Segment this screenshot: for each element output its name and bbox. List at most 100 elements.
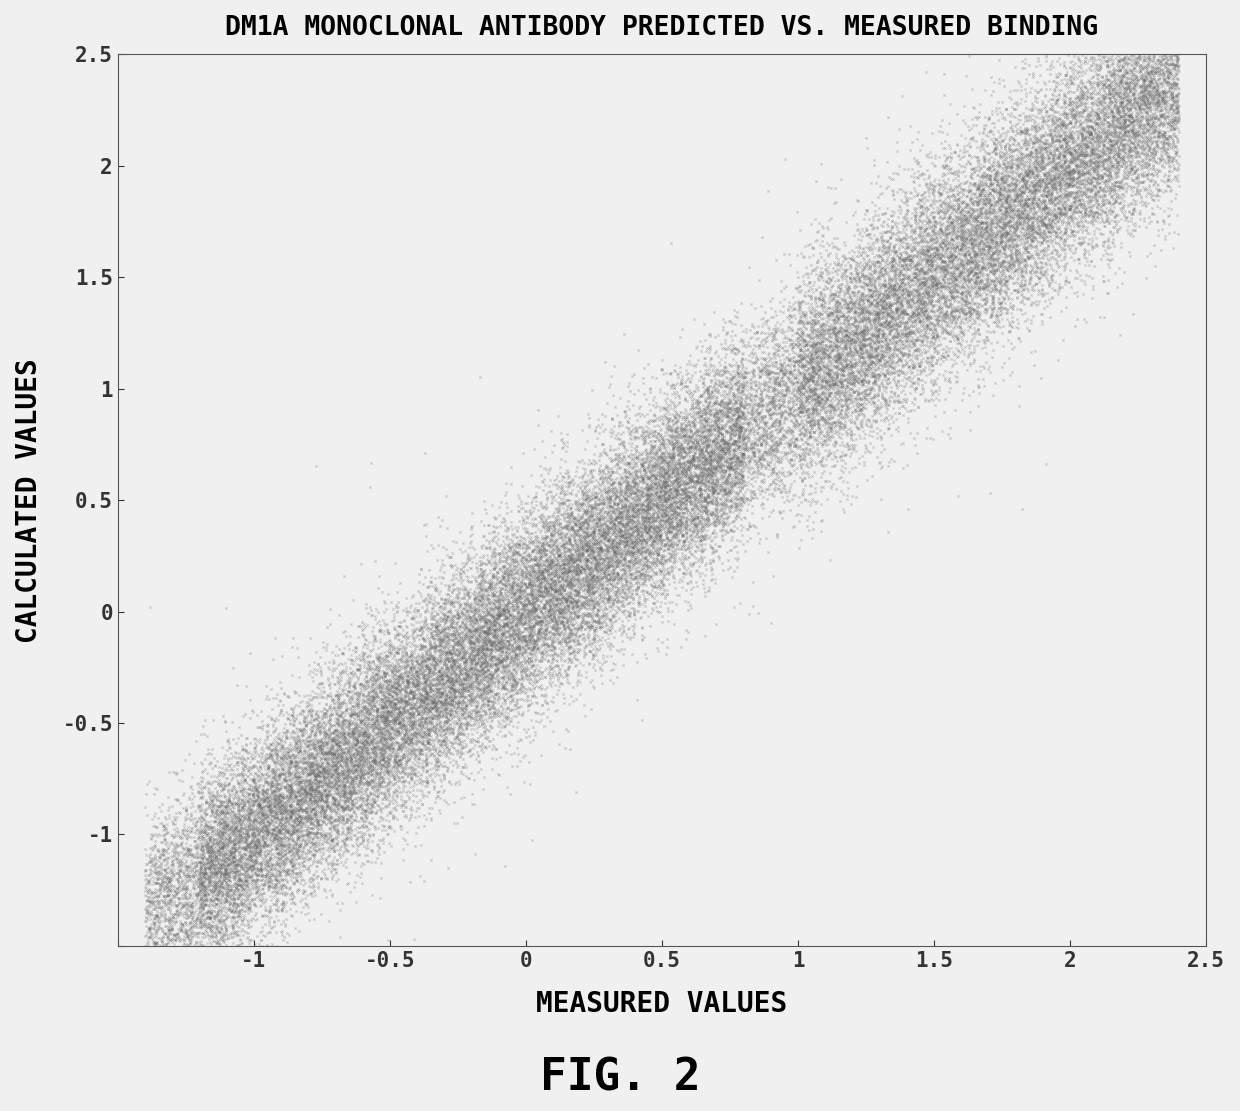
Point [658,531,678,549]
Point [1107,164,1127,182]
Point [193,819,213,837]
Point [790,393,810,411]
Point [296,834,316,852]
Point [771,369,791,387]
Point [208,771,228,789]
Point [1158,109,1178,127]
Point [841,364,861,382]
Point [980,218,999,236]
Point [332,810,352,828]
Point [306,745,326,763]
Point [968,200,988,218]
Point [174,934,193,952]
Point [671,458,691,476]
Point [717,496,737,513]
Point [523,598,543,615]
Point [459,707,479,724]
Point [897,303,916,321]
Point [208,917,228,934]
Point [678,427,698,444]
Point [474,619,494,637]
Point [401,690,420,708]
Point [686,421,706,439]
Point [441,692,461,710]
Point [761,357,781,374]
Point [737,381,756,399]
Point [392,723,412,741]
Point [568,459,588,477]
Point [1121,134,1141,152]
Point [646,531,666,549]
Point [443,583,463,601]
Point [884,278,904,296]
Point [820,307,839,324]
Point [335,732,355,750]
Point [1133,87,1153,104]
Point [884,286,904,303]
Point [660,396,680,413]
Point [532,550,552,568]
Point [562,550,582,568]
Point [479,670,498,688]
Point [758,338,777,356]
Point [455,659,475,677]
Point [616,588,636,605]
Point [506,618,526,635]
Point [166,843,186,861]
Point [590,510,610,528]
Point [965,232,985,250]
Point [238,803,258,821]
Point [1059,213,1079,231]
Point [719,399,739,417]
Point [335,743,355,761]
Point [826,397,846,414]
Point [1092,153,1112,171]
Point [1044,210,1064,228]
Point [600,538,620,556]
Point [491,630,511,648]
Point [201,792,221,810]
Point [626,428,646,446]
Point [1035,198,1055,216]
Point [864,233,884,251]
Point [1048,176,1068,193]
Point [451,574,471,592]
Point [236,840,255,858]
Point [502,609,522,627]
Point [935,243,955,261]
Point [852,399,872,417]
Point [1009,243,1029,261]
Point [671,511,691,529]
Point [449,598,469,615]
Point [467,619,487,637]
Point [272,832,291,850]
Point [471,705,491,723]
Point [1158,114,1178,132]
Point [309,782,329,800]
Point [863,328,883,346]
Point [210,863,229,881]
Point [479,633,498,651]
Point [901,393,921,411]
Point [769,419,789,437]
Point [1045,113,1065,131]
Point [590,539,610,557]
Point [732,393,751,411]
Point [799,301,818,319]
Point [993,71,1013,89]
Point [239,821,259,839]
Point [992,93,1012,111]
Point [632,542,652,560]
Point [451,694,471,712]
Point [1048,193,1068,211]
Point [992,193,1012,211]
Point [162,931,182,949]
Point [874,212,894,230]
Point [1004,187,1024,204]
Point [496,700,516,718]
Point [970,241,990,259]
Point [1066,97,1086,114]
Point [722,421,742,439]
Point [255,819,275,837]
Point [963,193,983,211]
